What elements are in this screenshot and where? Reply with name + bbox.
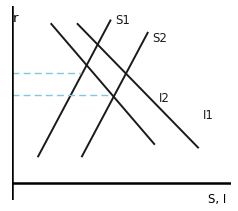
Text: S1: S1 — [115, 14, 130, 27]
Text: r: r — [12, 12, 18, 25]
Text: S, I: S, I — [208, 193, 227, 206]
Text: I1: I1 — [202, 109, 213, 122]
Text: S2: S2 — [152, 32, 167, 45]
Text: I2: I2 — [159, 92, 169, 105]
